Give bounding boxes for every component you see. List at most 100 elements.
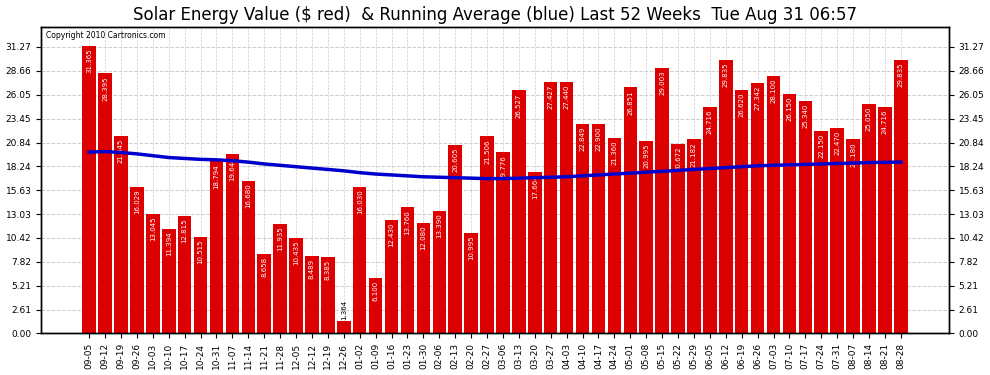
Text: 12.815: 12.815 bbox=[181, 219, 188, 243]
Bar bbox=[369, 278, 382, 333]
Text: 18.794: 18.794 bbox=[214, 164, 220, 189]
Text: 16.029: 16.029 bbox=[134, 189, 140, 214]
Bar bbox=[242, 181, 255, 333]
Bar bbox=[273, 224, 287, 333]
Text: 27.427: 27.427 bbox=[547, 85, 553, 109]
Text: 26.620: 26.620 bbox=[739, 92, 744, 117]
Bar bbox=[480, 136, 494, 333]
Text: 17.664: 17.664 bbox=[532, 174, 538, 199]
Text: 27.440: 27.440 bbox=[563, 85, 569, 109]
Text: 29.835: 29.835 bbox=[723, 63, 729, 87]
Text: 19.776: 19.776 bbox=[500, 155, 506, 180]
Bar bbox=[750, 83, 764, 333]
Text: 13.390: 13.390 bbox=[437, 213, 443, 238]
Bar bbox=[496, 152, 510, 333]
Bar bbox=[735, 90, 748, 333]
Text: 25.340: 25.340 bbox=[802, 104, 809, 128]
Text: 16.680: 16.680 bbox=[246, 183, 251, 208]
Bar bbox=[560, 82, 573, 333]
Bar bbox=[385, 220, 398, 333]
Bar bbox=[846, 140, 860, 333]
Text: 26.527: 26.527 bbox=[516, 93, 522, 117]
Text: 10.435: 10.435 bbox=[293, 241, 299, 265]
Bar bbox=[210, 161, 224, 333]
Bar bbox=[321, 256, 335, 333]
Bar bbox=[464, 233, 478, 333]
Text: 24.716: 24.716 bbox=[707, 110, 713, 134]
Text: 13.760: 13.760 bbox=[405, 210, 411, 235]
Bar bbox=[655, 68, 669, 333]
Text: 29.003: 29.003 bbox=[659, 70, 665, 95]
Bar bbox=[353, 187, 366, 333]
Bar bbox=[640, 141, 653, 333]
Bar bbox=[448, 145, 462, 333]
Text: 28.395: 28.395 bbox=[102, 76, 108, 100]
Bar bbox=[687, 140, 701, 333]
Bar bbox=[114, 136, 128, 333]
Text: 20.995: 20.995 bbox=[644, 144, 649, 168]
Text: 21.180: 21.180 bbox=[850, 142, 856, 167]
Text: 12.080: 12.080 bbox=[421, 225, 427, 250]
Text: 16.030: 16.030 bbox=[356, 189, 362, 214]
Bar bbox=[766, 76, 780, 333]
Bar bbox=[289, 238, 303, 333]
Text: 22.849: 22.849 bbox=[579, 127, 585, 151]
Text: 22.150: 22.150 bbox=[819, 133, 825, 158]
Text: 22.900: 22.900 bbox=[595, 126, 602, 151]
Bar bbox=[671, 144, 685, 333]
Text: 11.935: 11.935 bbox=[277, 227, 283, 252]
Text: 19.640: 19.640 bbox=[230, 156, 236, 181]
Bar bbox=[178, 216, 191, 333]
Text: 21.506: 21.506 bbox=[484, 139, 490, 164]
Bar bbox=[433, 211, 446, 333]
Text: 21.360: 21.360 bbox=[612, 141, 618, 165]
Bar bbox=[894, 60, 908, 333]
Bar bbox=[305, 256, 319, 333]
Bar bbox=[862, 104, 876, 333]
Text: 31.365: 31.365 bbox=[86, 49, 92, 74]
Bar bbox=[257, 254, 271, 333]
Text: 21.182: 21.182 bbox=[691, 142, 697, 166]
Bar bbox=[528, 172, 542, 333]
Bar bbox=[98, 73, 112, 333]
Text: 8.658: 8.658 bbox=[261, 257, 267, 277]
Text: 6.100: 6.100 bbox=[372, 280, 378, 301]
Text: 10.515: 10.515 bbox=[198, 240, 204, 264]
Text: 26.150: 26.150 bbox=[786, 97, 792, 121]
Bar bbox=[608, 138, 621, 333]
Text: 28.100: 28.100 bbox=[770, 79, 776, 104]
Bar bbox=[194, 237, 207, 333]
Bar bbox=[831, 128, 843, 333]
Text: 24.716: 24.716 bbox=[882, 110, 888, 134]
Title: Solar Energy Value ($ red)  & Running Average (blue) Last 52 Weeks  Tue Aug 31 0: Solar Energy Value ($ red) & Running Ave… bbox=[133, 6, 857, 24]
Bar bbox=[162, 229, 175, 333]
Text: 22.470: 22.470 bbox=[835, 130, 841, 155]
Bar bbox=[576, 124, 589, 333]
Bar bbox=[624, 87, 637, 333]
Text: 10.995: 10.995 bbox=[468, 236, 474, 260]
Text: Copyright 2010 Cartronics.com: Copyright 2010 Cartronics.com bbox=[46, 31, 165, 40]
Text: 21.545: 21.545 bbox=[118, 139, 124, 163]
Bar bbox=[417, 223, 430, 333]
Bar bbox=[337, 321, 350, 333]
Bar bbox=[226, 153, 240, 333]
Bar bbox=[592, 124, 605, 333]
Text: 1.364: 1.364 bbox=[341, 300, 346, 320]
Text: 20.672: 20.672 bbox=[675, 147, 681, 171]
Bar bbox=[799, 101, 812, 333]
Text: 12.430: 12.430 bbox=[388, 222, 395, 247]
Text: 8.385: 8.385 bbox=[325, 260, 331, 279]
Bar bbox=[703, 107, 717, 333]
Bar bbox=[783, 94, 796, 333]
Bar bbox=[512, 90, 526, 333]
Text: 20.605: 20.605 bbox=[452, 147, 458, 172]
Bar bbox=[815, 130, 828, 333]
Text: 27.342: 27.342 bbox=[754, 86, 760, 110]
Text: 26.851: 26.851 bbox=[628, 90, 634, 115]
Bar bbox=[878, 107, 892, 333]
Bar bbox=[544, 82, 557, 333]
Bar bbox=[719, 60, 733, 333]
Text: 25.050: 25.050 bbox=[866, 106, 872, 131]
Text: 13.045: 13.045 bbox=[149, 217, 155, 241]
Text: 11.394: 11.394 bbox=[165, 232, 171, 256]
